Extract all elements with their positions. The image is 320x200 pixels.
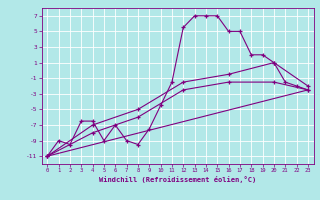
X-axis label: Windchill (Refroidissement éolien,°C): Windchill (Refroidissement éolien,°C) bbox=[99, 176, 256, 183]
